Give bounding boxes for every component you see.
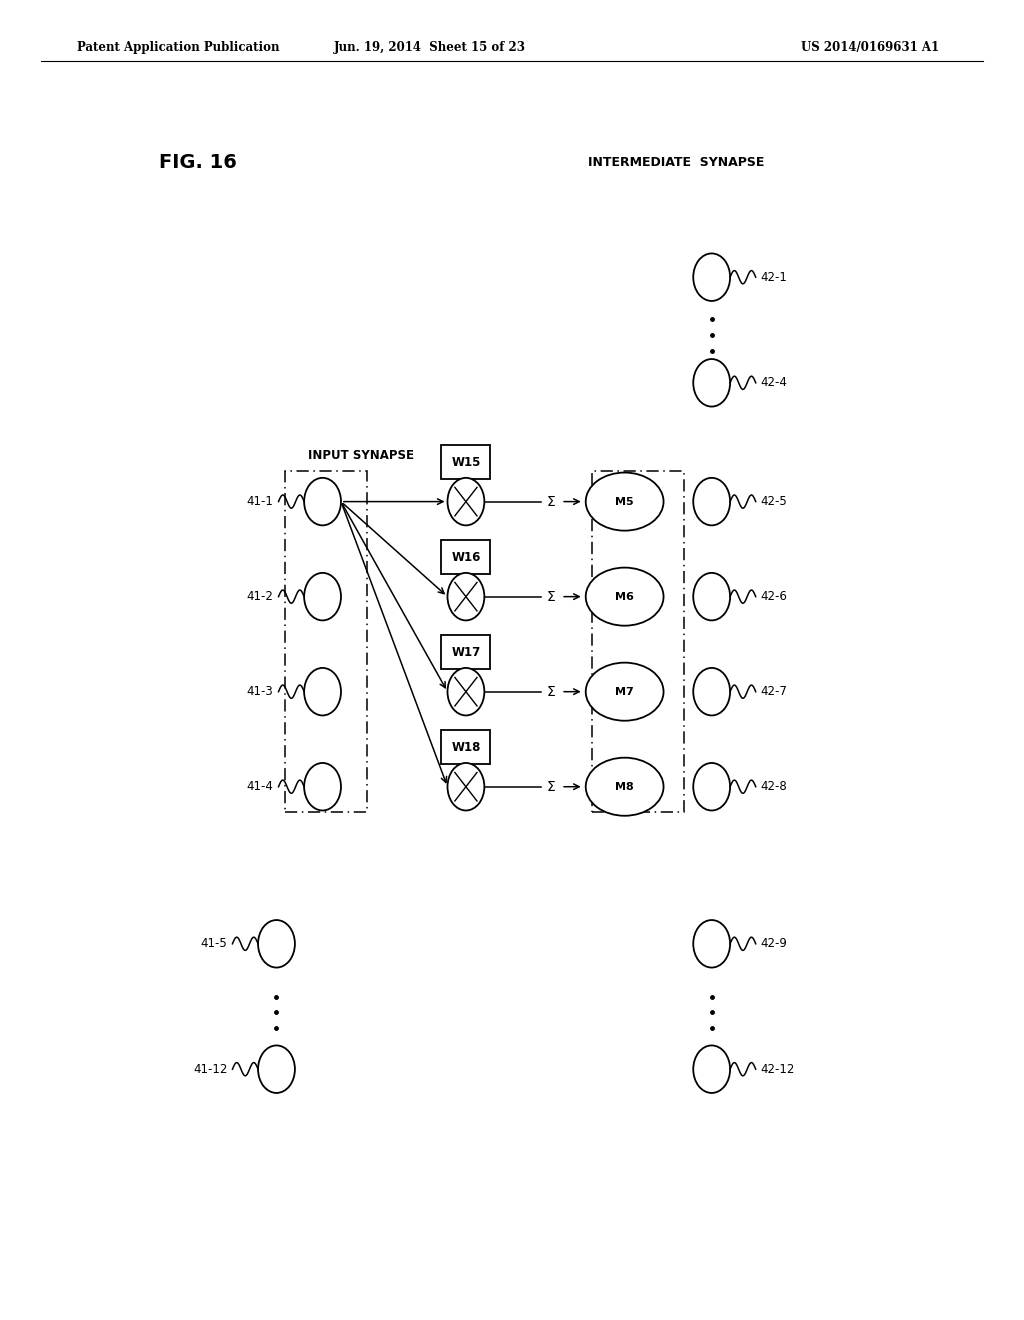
Text: 41-4: 41-4 <box>247 780 273 793</box>
Circle shape <box>304 573 341 620</box>
Text: $\Sigma$: $\Sigma$ <box>546 780 556 793</box>
Circle shape <box>693 253 730 301</box>
Text: 42-5: 42-5 <box>761 495 787 508</box>
Circle shape <box>447 668 484 715</box>
Circle shape <box>447 573 484 620</box>
Text: Jun. 19, 2014  Sheet 15 of 23: Jun. 19, 2014 Sheet 15 of 23 <box>334 41 526 54</box>
Text: 41-12: 41-12 <box>193 1063 227 1076</box>
Ellipse shape <box>586 758 664 816</box>
Circle shape <box>693 478 730 525</box>
Circle shape <box>304 668 341 715</box>
Circle shape <box>693 920 730 968</box>
Text: US 2014/0169631 A1: US 2014/0169631 A1 <box>802 41 939 54</box>
Circle shape <box>304 763 341 810</box>
Circle shape <box>447 763 484 810</box>
Text: INTERMEDIATE  SYNAPSE: INTERMEDIATE SYNAPSE <box>588 156 764 169</box>
Text: 42-4: 42-4 <box>761 376 787 389</box>
Circle shape <box>693 359 730 407</box>
Text: 42-9: 42-9 <box>761 937 787 950</box>
Text: W15: W15 <box>452 455 480 469</box>
Text: M6: M6 <box>615 591 634 602</box>
Text: M8: M8 <box>615 781 634 792</box>
Text: $\Sigma$: $\Sigma$ <box>546 495 556 508</box>
Bar <box>285 471 367 812</box>
Text: 42-8: 42-8 <box>761 780 787 793</box>
Circle shape <box>693 668 730 715</box>
Text: M7: M7 <box>615 686 634 697</box>
Bar <box>441 445 490 479</box>
Bar <box>592 471 684 812</box>
Bar <box>441 635 490 669</box>
Text: W18: W18 <box>452 741 480 754</box>
Text: FIG. 16: FIG. 16 <box>159 153 237 172</box>
Ellipse shape <box>586 568 664 626</box>
Bar <box>441 540 490 574</box>
Text: 41-2: 41-2 <box>247 590 273 603</box>
Text: 42-1: 42-1 <box>761 271 787 284</box>
Text: 42-6: 42-6 <box>761 590 787 603</box>
Ellipse shape <box>586 473 664 531</box>
Text: $\Sigma$: $\Sigma$ <box>546 590 556 603</box>
Text: 41-5: 41-5 <box>201 937 227 950</box>
Circle shape <box>258 920 295 968</box>
Circle shape <box>693 573 730 620</box>
Circle shape <box>447 478 484 525</box>
Circle shape <box>693 763 730 810</box>
Text: Patent Application Publication: Patent Application Publication <box>77 41 280 54</box>
Text: INPUT SYNAPSE: INPUT SYNAPSE <box>308 449 415 462</box>
Ellipse shape <box>586 663 664 721</box>
Circle shape <box>304 478 341 525</box>
Circle shape <box>258 1045 295 1093</box>
Text: W17: W17 <box>452 645 480 659</box>
Circle shape <box>693 1045 730 1093</box>
Bar <box>441 730 490 764</box>
Text: M5: M5 <box>615 496 634 507</box>
Text: W16: W16 <box>452 550 480 564</box>
Text: 42-12: 42-12 <box>761 1063 796 1076</box>
Text: $\Sigma$: $\Sigma$ <box>546 685 556 698</box>
Text: 41-1: 41-1 <box>247 495 273 508</box>
Text: 41-3: 41-3 <box>247 685 273 698</box>
Text: 42-7: 42-7 <box>761 685 787 698</box>
